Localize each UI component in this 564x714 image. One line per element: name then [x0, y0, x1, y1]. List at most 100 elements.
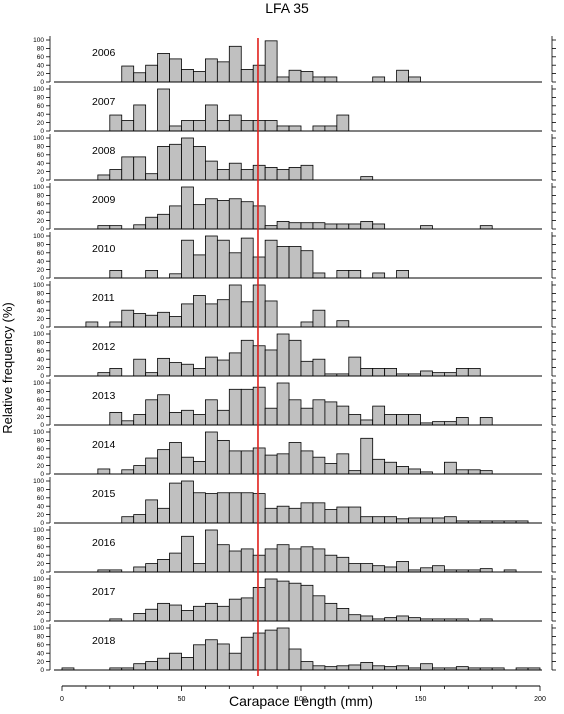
histogram-bar	[157, 53, 170, 83]
histogram-bar	[228, 492, 242, 524]
histogram-bar	[240, 339, 254, 377]
histogram-bar	[252, 205, 266, 230]
histogram-bar	[204, 356, 218, 377]
histogram-bar	[157, 88, 170, 132]
histogram-bar	[145, 399, 158, 426]
histogram-bar	[157, 449, 170, 475]
y-tick-label: 20	[37, 414, 45, 421]
histogram-bar	[157, 357, 170, 377]
histogram-bar	[300, 71, 314, 83]
year-label: 2014	[92, 439, 116, 451]
histogram-bar	[288, 442, 302, 475]
histogram-bar	[300, 222, 314, 230]
histogram-bar	[324, 125, 338, 132]
year-label: 2016	[92, 537, 116, 549]
histogram-bar	[240, 597, 254, 622]
histogram-bar	[324, 554, 338, 573]
histogram-bar	[216, 239, 230, 279]
histogram-bar	[288, 582, 302, 622]
y-tick-label: 40	[37, 111, 45, 118]
y-tick-label: 100	[33, 380, 44, 387]
y-tick-label: 60	[37, 446, 45, 453]
year-label: 2015	[92, 488, 116, 500]
histogram-bar	[312, 358, 326, 377]
histogram-bar	[216, 544, 230, 573]
histogram-bar	[240, 69, 254, 83]
histogram-bar	[276, 169, 290, 181]
y-tick-label: 0	[40, 520, 44, 527]
x-tick-label: 0	[60, 696, 64, 703]
histogram-bar	[420, 225, 433, 230]
histogram-bar	[193, 414, 206, 426]
y-tick-label: 20	[37, 561, 45, 568]
histogram-bar	[455, 417, 469, 426]
y-tick-label: 0	[40, 275, 44, 282]
y-tick-label: 0	[40, 128, 44, 135]
histogram-bar	[336, 320, 350, 328]
histogram-bar	[324, 602, 338, 622]
histogram-bar	[252, 587, 266, 622]
histogram-bar	[420, 663, 433, 671]
histogram-bar	[336, 608, 350, 622]
y-tick-label: 40	[37, 209, 45, 216]
histogram-bar	[396, 561, 409, 573]
y-tick-label: 20	[37, 120, 45, 127]
histogram-bar	[157, 311, 170, 328]
histogram-bar	[312, 548, 326, 573]
histogram-bar	[109, 411, 123, 426]
histogram-bar	[324, 401, 338, 426]
y-tick-label: 0	[40, 226, 44, 233]
histogram-bar	[228, 114, 242, 132]
year-label: 2010	[92, 243, 116, 255]
histogram-bar	[157, 559, 170, 573]
histogram-bar	[276, 505, 290, 524]
histogram-bar	[479, 225, 493, 230]
histogram-bar	[169, 273, 182, 279]
histogram-bar	[432, 565, 445, 573]
histogram-bar	[228, 652, 242, 671]
histogram-bar	[312, 309, 326, 328]
histogram-bar	[216, 409, 230, 426]
histogram-bar	[133, 224, 147, 230]
histogram-bar	[193, 492, 206, 524]
histogram-bar	[204, 58, 218, 83]
histogram-bar	[109, 321, 123, 328]
histogram-bar	[228, 598, 242, 622]
y-tick-label: 40	[37, 258, 45, 265]
histogram-bar	[372, 458, 386, 475]
histogram-bar	[204, 431, 218, 475]
histogram-bar	[181, 409, 194, 426]
y-tick-label: 0	[40, 667, 44, 674]
histogram-bar	[455, 666, 469, 671]
histogram-bar	[264, 225, 278, 230]
histogram-bar	[216, 439, 230, 475]
histogram-bar	[372, 368, 386, 377]
y-tick-label: 40	[37, 601, 45, 608]
histogram-bar	[288, 507, 302, 524]
histogram-bar	[252, 164, 266, 181]
y-tick-label: 100	[33, 86, 44, 93]
histogram-bar	[169, 604, 182, 622]
histogram-bar	[276, 125, 290, 132]
y-tick-label: 80	[37, 193, 45, 200]
y-tick-label: 60	[37, 348, 45, 355]
histogram-bar	[133, 72, 147, 83]
histogram-bar	[312, 456, 326, 475]
histogram-bar	[432, 517, 445, 524]
histogram-bar	[360, 615, 374, 622]
y-tick-label: 20	[37, 267, 45, 274]
histogram-bar	[216, 61, 230, 83]
histogram-bar	[157, 657, 170, 671]
histogram-bar	[133, 358, 147, 377]
histogram-bar	[288, 125, 302, 132]
year-label: 2008	[92, 145, 116, 157]
histogram-bar	[479, 568, 493, 573]
histogram-bar	[479, 470, 493, 475]
histogram-bar	[240, 548, 254, 573]
histogram-bar	[360, 662, 374, 671]
